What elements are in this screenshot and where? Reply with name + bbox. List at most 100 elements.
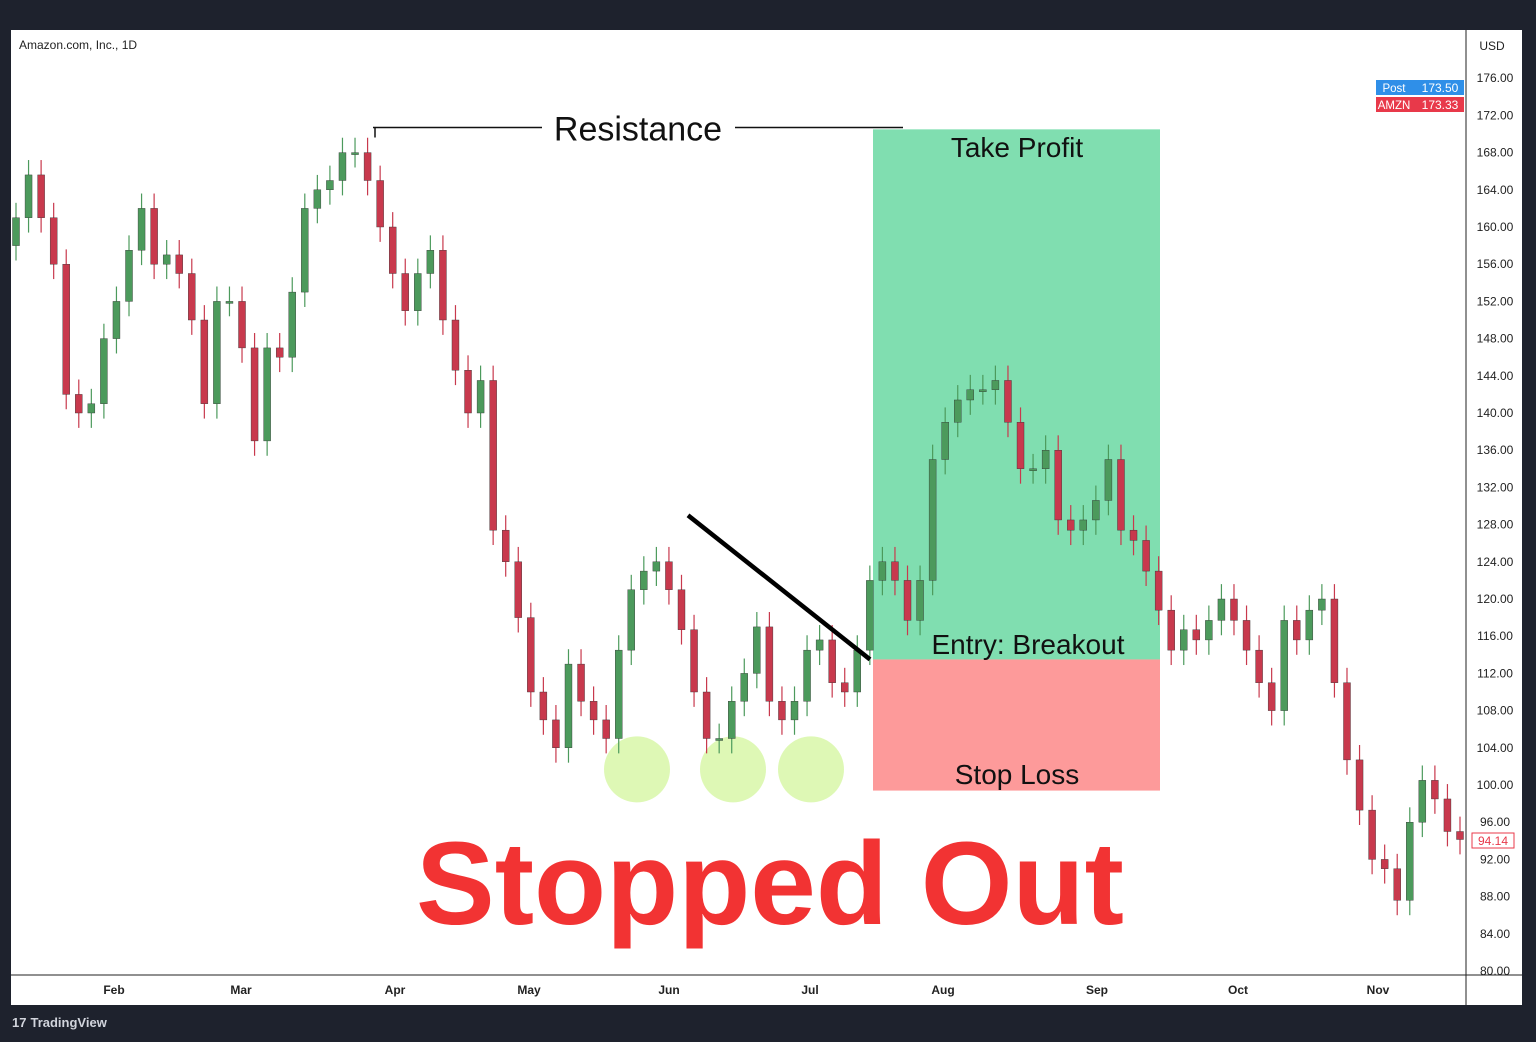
candle-body[interactable] xyxy=(24,174,33,218)
candle-body[interactable] xyxy=(1305,609,1314,641)
candle-body[interactable] xyxy=(1016,422,1025,469)
candle-body[interactable] xyxy=(627,589,635,651)
candle-body[interactable] xyxy=(238,301,246,349)
candle-body[interactable] xyxy=(1443,798,1452,832)
candle-body[interactable] xyxy=(1205,620,1213,641)
candle-body[interactable] xyxy=(1280,620,1288,711)
candle-body[interactable] xyxy=(502,529,510,562)
candle-body[interactable] xyxy=(527,617,535,693)
candle-body[interactable] xyxy=(753,626,761,674)
candle-body[interactable] xyxy=(263,347,271,442)
candle-body[interactable] xyxy=(426,250,435,274)
candle-body[interactable] xyxy=(388,226,397,274)
candle-body[interactable] xyxy=(539,691,548,721)
candle-body[interactable] xyxy=(125,250,133,302)
candle-body[interactable] xyxy=(815,639,824,651)
candle-body[interactable] xyxy=(1079,519,1088,531)
candle-body[interactable] xyxy=(1343,682,1351,761)
candle-body[interactable] xyxy=(677,589,686,630)
candle-body[interactable] xyxy=(589,701,598,721)
candle-body[interactable] xyxy=(162,254,171,265)
candle-body[interactable] xyxy=(313,189,322,209)
candle-body[interactable] xyxy=(401,273,409,311)
candle-body[interactable] xyxy=(1104,459,1113,501)
candle-body[interactable] xyxy=(1142,540,1150,572)
candle-body[interactable] xyxy=(828,639,836,683)
candle-body[interactable] xyxy=(213,301,221,404)
candle-body[interactable] xyxy=(100,338,108,404)
candle-body[interactable] xyxy=(903,580,912,621)
candle-body[interactable] xyxy=(954,399,962,423)
candle-body[interactable] xyxy=(552,719,560,749)
candle-body[interactable] xyxy=(1167,609,1175,651)
candle-body[interactable] xyxy=(1368,809,1376,860)
candle-body[interactable] xyxy=(1456,831,1464,840)
candle-body[interactable] xyxy=(665,561,673,590)
candle-body[interactable] xyxy=(175,254,183,274)
candle-body[interactable] xyxy=(941,422,949,460)
candle-body[interactable] xyxy=(1255,649,1263,683)
candle-body[interactable] xyxy=(1418,780,1427,823)
candle-body[interactable] xyxy=(376,180,384,228)
candle-body[interactable] xyxy=(150,208,158,265)
candle-body[interactable] xyxy=(878,561,887,581)
candle-body[interactable] xyxy=(489,380,497,531)
candle-body[interactable] xyxy=(363,152,372,181)
candle-body[interactable] xyxy=(1217,598,1226,621)
candle-body[interactable] xyxy=(62,264,70,395)
candle-body[interactable] xyxy=(1355,759,1364,811)
candle-body[interactable] xyxy=(765,626,774,702)
candle-body[interactable] xyxy=(564,663,573,748)
candle-body[interactable] xyxy=(778,701,786,721)
candle-body[interactable] xyxy=(841,682,849,693)
candle-body[interactable] xyxy=(728,701,736,739)
candle-body[interactable] xyxy=(188,273,196,321)
candle-body[interactable] xyxy=(690,629,698,693)
candle-body[interactable] xyxy=(1242,620,1251,651)
candle-body[interactable] xyxy=(1293,620,1301,641)
candle-body[interactable] xyxy=(1330,598,1339,683)
candle-body[interactable] xyxy=(1067,519,1075,531)
candle-body[interactable] xyxy=(1004,380,1012,423)
candle-body[interactable] xyxy=(1393,868,1401,901)
candle-body[interactable] xyxy=(37,174,45,218)
candle-body[interactable] xyxy=(200,319,209,404)
candle-body[interactable] xyxy=(1380,859,1389,869)
candle-body[interactable] xyxy=(916,580,924,621)
candle-body[interactable] xyxy=(740,673,748,702)
candle-body[interactable] xyxy=(1092,500,1100,521)
candle-body[interactable] xyxy=(652,561,661,572)
candle-body[interactable] xyxy=(1154,570,1163,611)
candle-body[interactable] xyxy=(87,403,96,414)
candle-body[interactable] xyxy=(1431,780,1439,800)
candle-body[interactable] xyxy=(991,380,1000,390)
candle-body[interactable] xyxy=(928,459,937,581)
candle-body[interactable] xyxy=(866,580,874,651)
candle-body[interactable] xyxy=(275,347,284,358)
candle-body[interactable] xyxy=(439,250,447,321)
candle-body[interactable] xyxy=(615,649,623,739)
trendline[interactable] xyxy=(686,513,872,662)
candle-body[interactable] xyxy=(602,719,610,739)
candle-body[interactable] xyxy=(979,389,987,392)
take-profit-zone[interactable] xyxy=(873,129,1160,660)
candle-body[interactable] xyxy=(1041,450,1050,470)
candle-body[interactable] xyxy=(351,152,359,155)
candle-body[interactable] xyxy=(1180,629,1188,651)
candle-body[interactable] xyxy=(790,701,799,721)
candle-body[interactable] xyxy=(514,561,522,618)
candle-body[interactable] xyxy=(451,319,460,371)
candle-body[interactable] xyxy=(75,394,83,414)
candle-body[interactable] xyxy=(288,291,296,358)
candle-body[interactable] xyxy=(640,570,648,590)
candle-body[interactable] xyxy=(476,380,485,414)
candle-body[interactable] xyxy=(1192,629,1201,641)
candle-body[interactable] xyxy=(715,738,723,741)
candle-body[interactable] xyxy=(702,691,711,739)
candle-body[interactable] xyxy=(891,561,899,581)
candle-body[interactable] xyxy=(577,663,585,702)
stop-loss-zone[interactable] xyxy=(873,659,1160,791)
candle-body[interactable] xyxy=(250,347,259,442)
candle-body[interactable] xyxy=(225,301,234,304)
